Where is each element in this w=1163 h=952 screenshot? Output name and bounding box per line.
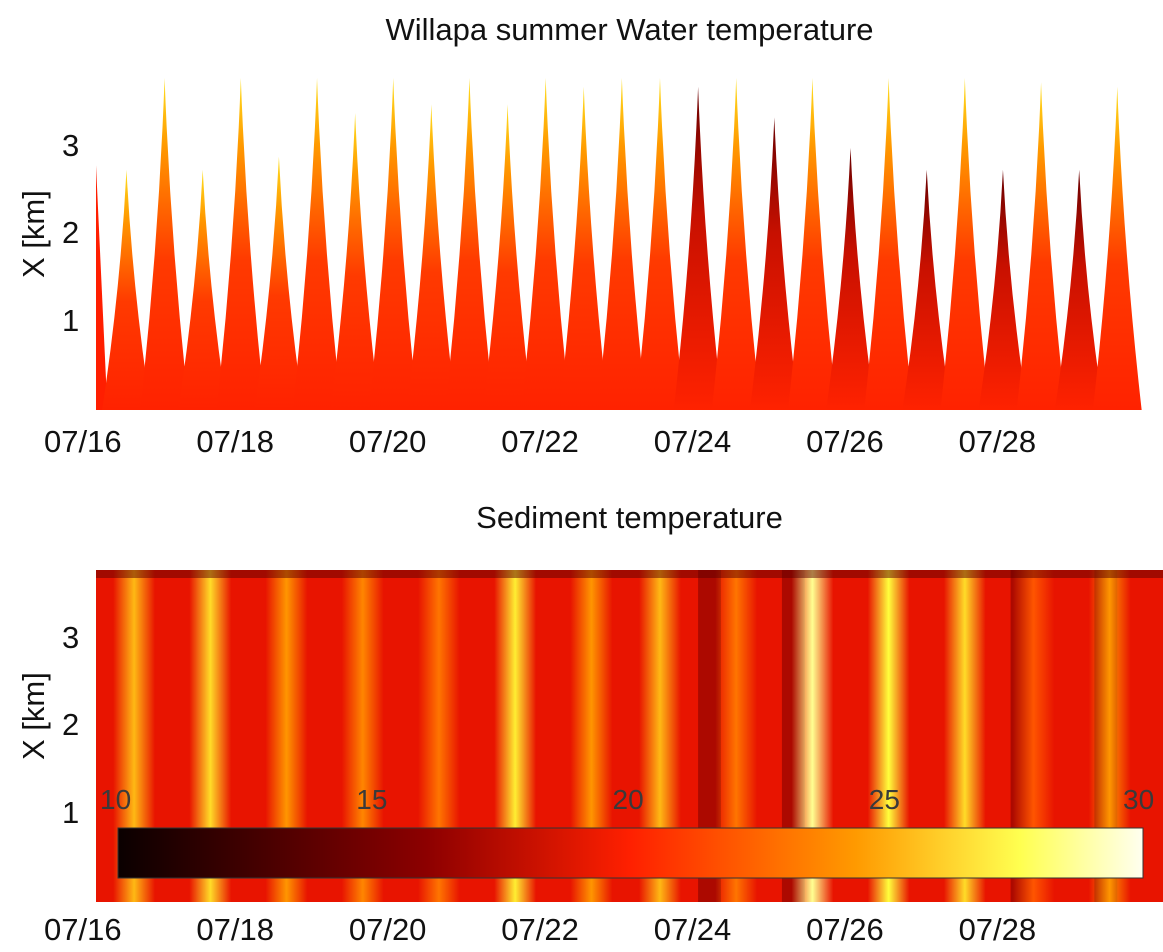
water-wedge: [826, 147, 875, 410]
sediment-dark-band: [698, 570, 721, 902]
sediment-temperature-plot: [96, 570, 1163, 902]
x-tick-label: 07/26: [806, 424, 884, 459]
water-wedge: [864, 78, 914, 410]
water-wedge: [788, 78, 837, 410]
water-wedge: [521, 78, 571, 410]
x-tick-label: 07/22: [501, 912, 579, 947]
water-wedge: [1092, 86, 1142, 410]
water-wedge: [178, 169, 228, 410]
x-tick-label: 07/18: [196, 912, 274, 947]
colorbar-tick-label: 20: [612, 784, 644, 815]
x-tick-label: 07/24: [653, 424, 732, 459]
water-wedge: [635, 78, 685, 410]
y-tick-label: 3: [62, 619, 80, 655]
y-tick-label: 1: [62, 302, 80, 338]
water-wedge: [902, 169, 952, 410]
water-wedge: [559, 86, 609, 410]
water-wedge: [597, 78, 647, 410]
colorbar-tick-label: 15: [356, 784, 388, 815]
x-tick-label: 07/28: [958, 912, 1037, 947]
water-wedge: [368, 78, 418, 410]
y-tick-label: 2: [62, 215, 80, 251]
x-tick-label: 07/20: [348, 912, 427, 947]
water-wedge: [445, 78, 494, 410]
water-wedge: [254, 156, 304, 410]
water-wedge: [102, 169, 151, 410]
x-tick-label: 07/28: [958, 424, 1037, 459]
y-tick-label: 2: [62, 707, 80, 743]
water-wedge: [673, 86, 723, 410]
water-temperature-plot: [96, 78, 1163, 410]
x-tick-label: 07/20: [348, 424, 427, 459]
x-tick-label: 07/24: [653, 912, 732, 947]
x-tick-label: 07/22: [501, 424, 579, 459]
water-wedge: [330, 112, 380, 410]
x-tick-label: 07/26: [806, 912, 884, 947]
water-wedge: [406, 104, 456, 410]
water-wedge: [749, 117, 799, 410]
water-wedge: [978, 169, 1028, 410]
water-wedge: [1054, 169, 1104, 410]
x-tick-label: 07/16: [44, 912, 122, 947]
top-y-axis-label: X [km]: [16, 190, 51, 278]
water-wedge: [216, 78, 266, 410]
y-tick-label: 1: [62, 794, 80, 830]
colorbar: [117, 827, 1144, 879]
water-wedge: [483, 104, 532, 410]
y-tick-label: 3: [62, 127, 80, 163]
water-wedge: [292, 78, 342, 410]
bottom-chart-title: Sediment temperature: [476, 500, 783, 535]
water-wedge: [140, 78, 189, 410]
colorbar-tick-label: 25: [868, 784, 900, 815]
x-tick-label: 07/16: [44, 424, 122, 459]
bottom-y-axis-label: X [km]: [16, 672, 51, 760]
colorbar-tick-label: 10: [100, 784, 132, 815]
colorbar-tick-label: 30: [1123, 784, 1155, 815]
water-wedge: [1016, 82, 1066, 410]
x-tick-label: 07/18: [196, 424, 274, 459]
water-wedge: [711, 78, 761, 410]
top-chart-title: Willapa summer Water temperature: [385, 12, 874, 47]
water-wedge-lead: [96, 165, 108, 410]
water-wedge: [940, 78, 990, 410]
sediment-top-edge: [96, 570, 1163, 578]
